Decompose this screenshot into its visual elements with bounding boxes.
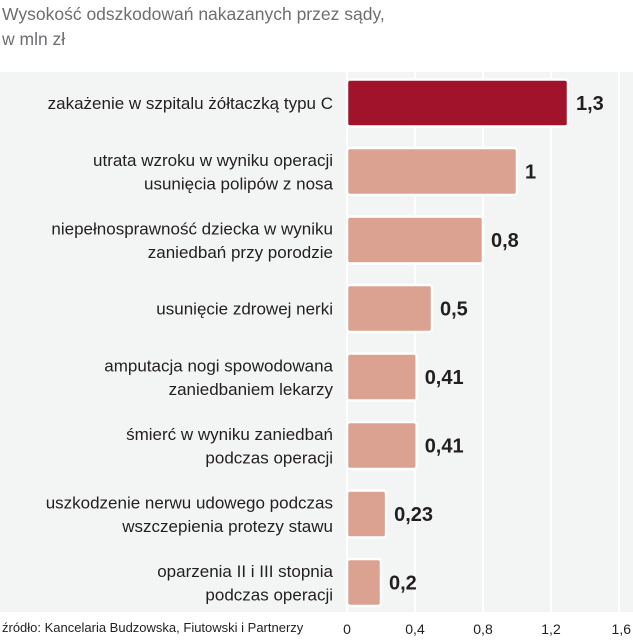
bar-7 — [345, 557, 383, 608]
bar-6 — [345, 489, 388, 539]
value-label-6: 0,23 — [394, 504, 433, 526]
x-tick-label-2: 0,8 — [473, 621, 493, 637]
bar-4 — [345, 352, 418, 402]
bar-5 — [345, 420, 418, 471]
value-label-7: 0,2 — [389, 573, 417, 595]
bar-1 — [345, 146, 519, 197]
bar-0 — [345, 78, 570, 128]
category-label-7-line-0: oparzenia II i III stopnia — [157, 562, 333, 581]
chart-title: Wysokość odszkodowań nakazanych przez są… — [2, 2, 422, 52]
x-tick-label-4: 1,6 — [612, 621, 632, 637]
x-tick-label-0: 0 — [343, 621, 351, 637]
bar-2 — [345, 215, 485, 265]
value-label-2: 0,8 — [491, 230, 519, 252]
category-label-1-line-1: usunięcia polipów z nosa — [144, 174, 334, 193]
chart-panel — [0, 72, 633, 612]
category-label-6-line-1: wszczepienia protezy stawu — [121, 517, 333, 536]
category-label-1-line-0: utrata wzroku w wyniku operacji — [93, 151, 333, 170]
category-label-3-line-0: usunięcie zdrowej nerki — [156, 300, 333, 319]
value-label-5: 0,41 — [425, 436, 464, 458]
title-line-1: Wysokość odszkodowań nakazanych przez są… — [2, 4, 385, 24]
category-label-4-line-1: zaniedbaniem lekarzy — [169, 380, 334, 399]
category-label-6-line-0: uszkodzenie nerwu udowego podczas — [46, 493, 333, 512]
category-label-2-line-0: niepełnosprawność dziecka w wyniku — [51, 219, 333, 238]
source-note: źródło: Kancelaria Budzowska, Fiutowski … — [2, 620, 304, 635]
category-label-7-line-1: podczas operacji — [205, 585, 333, 604]
category-label-0-line-0: zakażenie w szpitalu żółtaczką typu C — [48, 94, 333, 113]
bar-3 — [345, 283, 434, 334]
category-label-5-line-0: śmierć w wyniku zaniedbań — [126, 425, 333, 444]
title-line-2: w mln zł — [2, 29, 66, 49]
x-tick-label-3: 1,2 — [541, 621, 561, 637]
x-tick-label-1: 0,4 — [405, 621, 425, 637]
value-label-0: 1,3 — [576, 93, 604, 115]
value-label-3: 0,5 — [440, 299, 468, 321]
category-label-4-line-0: amputacja nogi spowodowana — [104, 356, 333, 375]
value-label-1: 1 — [525, 162, 536, 184]
value-label-4: 0,41 — [425, 367, 464, 389]
category-label-5-line-1: podczas operacji — [205, 448, 333, 467]
category-label-2-line-1: zaniedbań przy porodzie — [148, 243, 333, 262]
